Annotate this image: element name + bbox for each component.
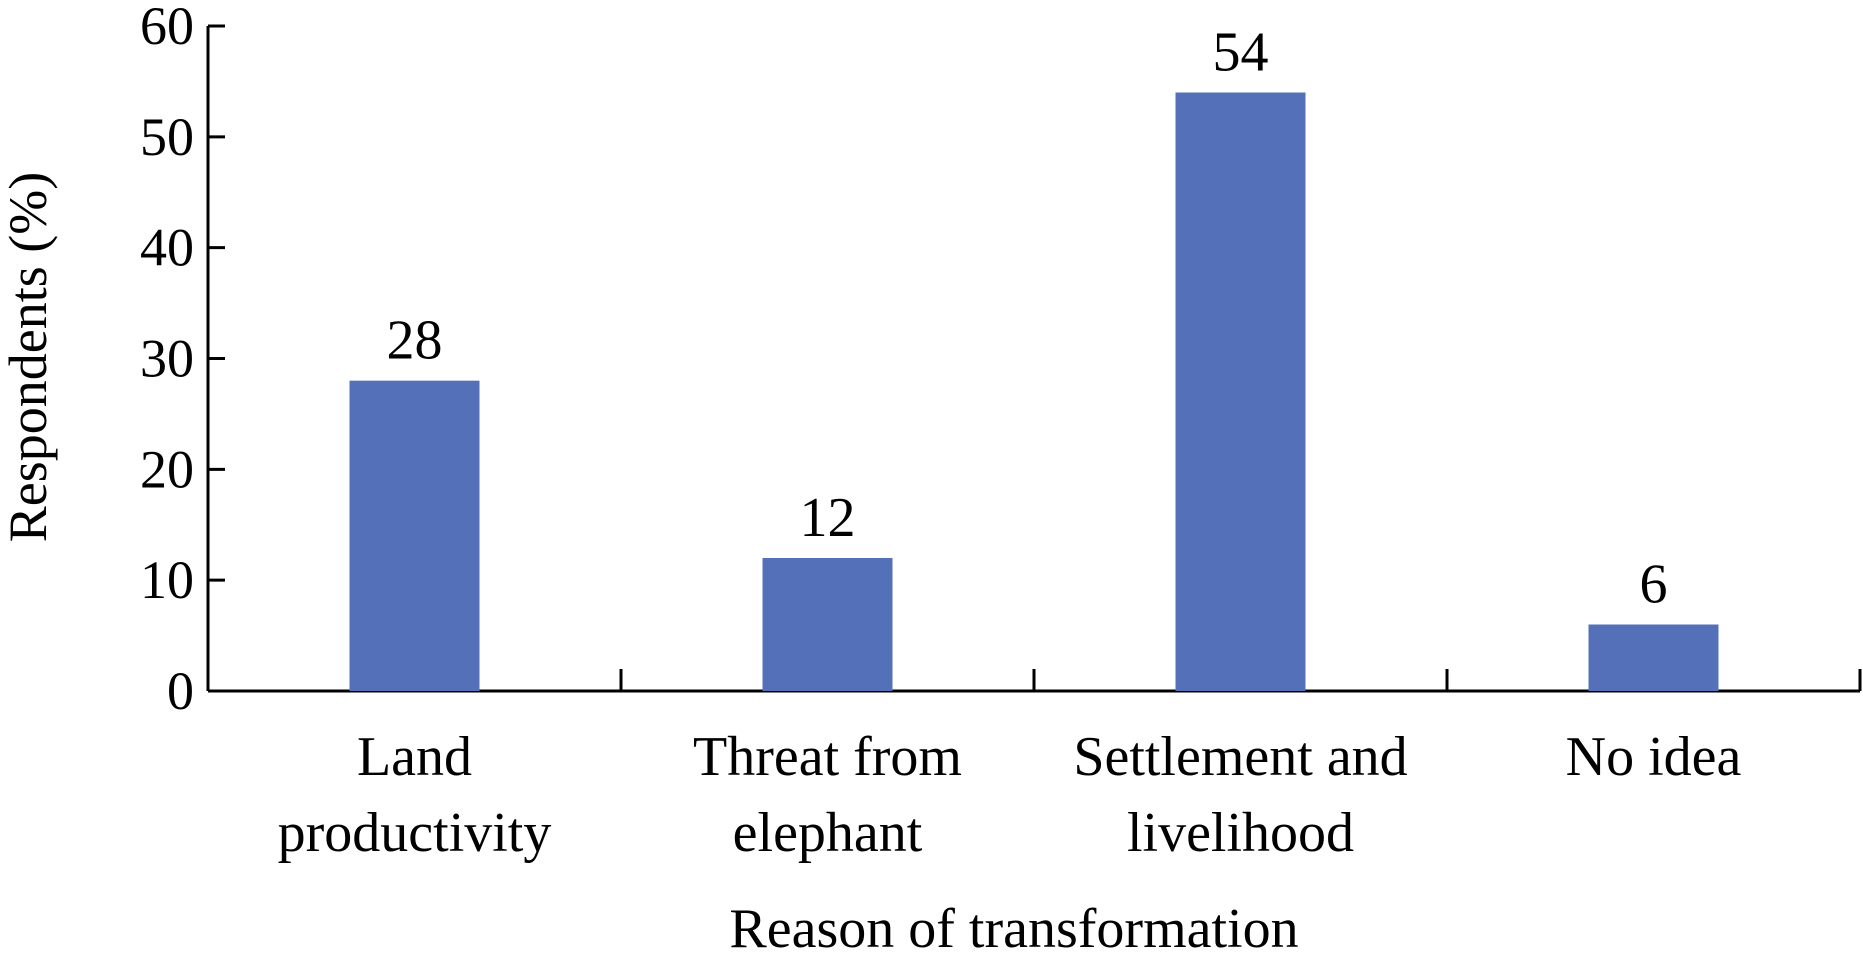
x-category-label-3-line-1: Settlement and xyxy=(1073,726,1407,788)
axes: 0 10 20 30 40 50 60 Land productivity Threat from… xyxy=(140,0,1862,864)
bars xyxy=(349,92,1719,691)
x-category-label-2-line-2: elephant xyxy=(733,802,923,864)
bar-2 xyxy=(762,558,893,691)
y-tick-label-0: 0 xyxy=(167,661,194,721)
bar-3 xyxy=(1175,92,1306,691)
x-axis-title: Reason of transformation xyxy=(729,898,1298,960)
y-tick-label-20: 20 xyxy=(140,439,194,499)
x-category-label-1-line-1: Land xyxy=(357,726,472,788)
x-category-label-1-line-2: productivity xyxy=(278,802,552,864)
y-tick-label-30: 30 xyxy=(140,329,194,389)
y-tick-label-10: 10 xyxy=(140,550,194,610)
data-label-2: 12 xyxy=(800,487,856,549)
data-labels: 28 12 54 6 xyxy=(387,22,1668,616)
data-label-3: 54 xyxy=(1213,22,1269,84)
y-tick-label-40: 40 xyxy=(140,218,194,278)
x-category-label-3-line-2: livelihood xyxy=(1127,802,1354,864)
y-axis-title: Respondents (%) xyxy=(0,172,58,542)
data-label-4: 6 xyxy=(1640,554,1668,616)
y-tick-label-60: 60 xyxy=(140,0,194,56)
y-tick-label-50: 50 xyxy=(140,107,194,167)
bar-4 xyxy=(1588,624,1719,691)
bar-1 xyxy=(349,380,480,691)
data-label-1: 28 xyxy=(387,310,443,372)
x-category-label-4-line-1: No idea xyxy=(1566,726,1742,788)
x-category-label-2-line-1: Threat from xyxy=(693,726,962,788)
